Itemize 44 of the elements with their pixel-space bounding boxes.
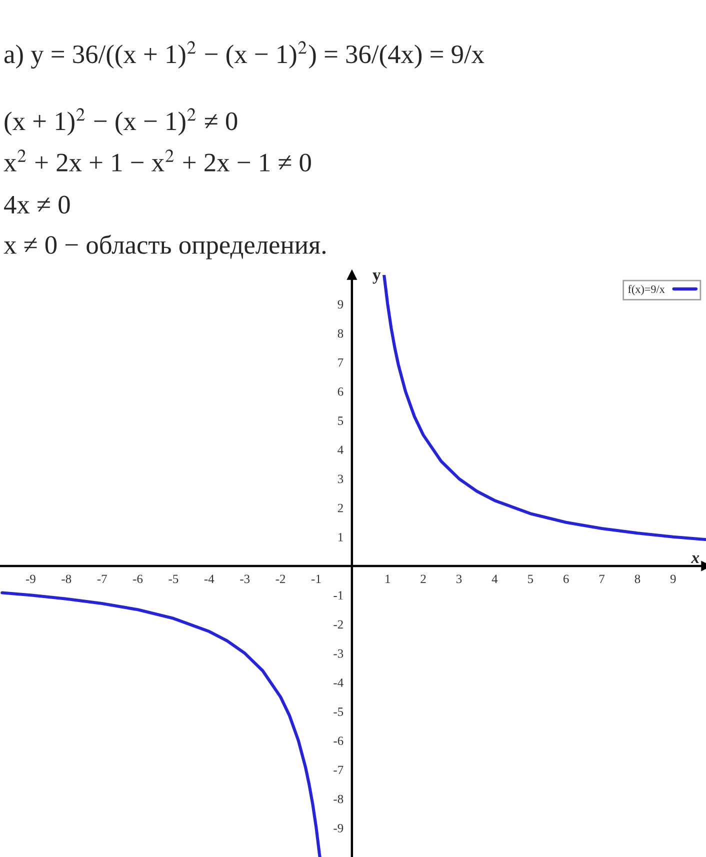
y-tick-label: 6: [338, 387, 344, 396]
y-tick-label: -6: [334, 736, 344, 746]
text: x$^{2}$ + 2x + 1 − x$^{2}$ + 2x − 1 ≠ 0: [4, 149, 311, 172]
y-tick-label: 1: [338, 532, 343, 542]
x-tick-label: -3: [240, 574, 250, 584]
x-tick-label: 4: [492, 574, 498, 584]
y-tick-label: -9: [334, 824, 344, 832]
x-tick-label: -1: [311, 574, 321, 584]
y-axis-title: y: [372, 272, 381, 284]
x-tick-label: 1: [386, 574, 390, 584]
y-tick-label: 9: [338, 300, 344, 309]
legend-label: f(x)=9/x: [628, 285, 665, 296]
x-tick-label: 3: [456, 574, 462, 584]
text: (x + 1)$^{2}$ − (x − 1)$^{2}$ ≠ 0: [4, 108, 238, 136]
y-tick-label: -4: [334, 678, 344, 687]
x-tick-label: 7: [599, 574, 605, 584]
x-tick-label: -2: [276, 574, 286, 584]
y-tick-label: 3: [338, 474, 344, 484]
x-tick-label: -8: [62, 574, 72, 584]
x-tick-label: 9: [670, 574, 676, 584]
y-tick-label: -8: [334, 794, 344, 804]
y-tick-label: -7: [334, 766, 344, 774]
y-tick-label: 5: [338, 416, 344, 425]
x-tick-label: 5: [528, 574, 534, 584]
y-tick-label: -1: [334, 591, 343, 600]
x-axis-title: x: [691, 555, 700, 564]
y-tick-label: 4: [338, 446, 344, 454]
text: a) y = 36/((x + 1)$^{2}$ − (x − 1)$^{2}$) = 36/(4x) = 9/x: [4, 41, 484, 69]
y-tick-label: -3: [334, 649, 344, 658]
x-tick-label: 2: [420, 574, 426, 584]
text: 4x ≠ 0: [4, 196, 70, 214]
x-tick-label: -6: [133, 574, 143, 584]
x-tick-label: -5: [168, 574, 178, 584]
x-tick-label: -7: [97, 574, 107, 584]
y-tick-label: -5: [334, 708, 344, 716]
x-tick-label: -4: [204, 574, 214, 584]
x-tick-label: -9: [26, 574, 36, 584]
y-tick-label: 7: [338, 358, 344, 367]
x-tick-label: 6: [563, 574, 569, 584]
y-tick-label: -2: [334, 620, 343, 629]
x-tick-label: 8: [634, 574, 640, 584]
y-tick-label: 2: [338, 504, 343, 512]
y-tick-label: 8: [338, 329, 344, 338]
text: x ≠ 0 − область определения.: [4, 234, 326, 260]
